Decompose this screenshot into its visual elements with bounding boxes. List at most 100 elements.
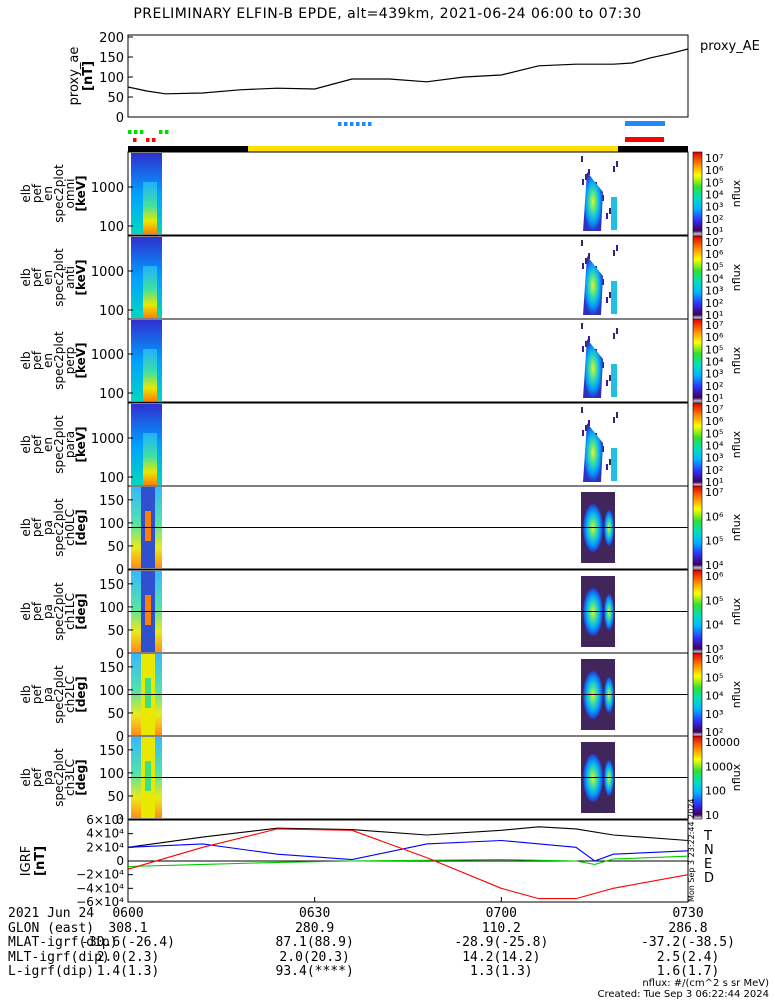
mode-bar-blue — [362, 122, 366, 126]
spectrogram-ylabel-line: pa — [41, 520, 55, 535]
igrf-legend-N: N — [704, 843, 714, 858]
colorbar-tick-label: 10² — [705, 464, 723, 477]
spectrogram-ylabel-line: pa — [41, 687, 55, 702]
colorbar-label: nflux — [730, 513, 743, 541]
colorbar-tick-label: 10⁶ — [705, 510, 724, 523]
colorbar-tick-label: 10⁵ — [705, 594, 723, 607]
spectrogram-ylabel-line: elb — [19, 518, 33, 536]
ephemeris-value: 280.9 — [295, 920, 335, 936]
spectrogram-ytick-label: 50 — [107, 624, 124, 639]
orbit-bar-yellow — [248, 146, 618, 152]
spectrogram-ylabel-line: spec2plot — [52, 415, 66, 474]
ephemeris-row-label: MLT-igrf(dip) — [8, 949, 110, 965]
spectrogram-ytick-label: 0 — [116, 647, 124, 662]
spectrogram-ylabel-line: spec2plot — [52, 748, 66, 807]
spectrogram-ylabel-line: elb — [19, 768, 33, 786]
orbit-bar-black — [618, 146, 688, 152]
spectrogram-late-speck — [609, 208, 611, 214]
colorbar-tick-label: 10³ — [705, 708, 723, 721]
spectrogram-late-speck — [602, 362, 604, 368]
spectrogram-late-speck — [606, 464, 608, 470]
spectrogram-ylabel-line: spec2plot — [52, 498, 66, 557]
spectrogram-ytick-label: 100 — [99, 220, 124, 235]
colorbar-tick-label: 10² — [705, 297, 723, 310]
colorbar-label: nflux — [730, 346, 743, 374]
units-note: nflux: #/(cm^2 s sr MeV) — [642, 978, 769, 989]
ephemeris-row-label: 2021 Jun 24 — [8, 906, 95, 921]
colorbar-label: nflux — [730, 763, 743, 791]
colorbar-tick-label: 10¹ — [705, 476, 723, 489]
mode-bar-blue — [344, 122, 348, 126]
proxy-ae-line — [127, 48, 689, 95]
ephemeris-value: -37.2(-38.5) — [641, 935, 735, 950]
ae-ytick-label: 50 — [107, 91, 124, 106]
spectrogram-ylabel-line: anti — [63, 266, 77, 289]
colorbar — [692, 735, 703, 820]
spectrogram-late-speck — [616, 245, 618, 251]
spectrogram-ylabel-line: ch1LC — [63, 593, 77, 630]
spectrogram-ylabel-line: [keV] — [74, 175, 88, 211]
colorbar-tick-label: 10⁴ — [705, 619, 724, 632]
mode-bar-red — [152, 138, 156, 142]
spectrogram-ylabel-line: [keV] — [74, 259, 88, 295]
spectrogram-late-speck — [616, 328, 618, 334]
colorbar-tick-label: 10⁴ — [705, 189, 724, 202]
spectrogram-late-speck — [585, 258, 587, 264]
colorbar-tick-label: 10¹ — [705, 225, 723, 238]
spectrogram-late-speck — [602, 279, 604, 285]
mode-bar-green — [159, 130, 163, 134]
ephemeris-column: 0700 110.2 -28.9(-25.8) 14.2(14.2) 1.3(1.3) — [436, 906, 566, 980]
colorbar-tick-label: 10⁴ — [705, 440, 724, 453]
colorbar-tick-label: 1000 — [705, 760, 733, 773]
ae-ytick-label: 0 — [116, 111, 124, 126]
spectrogram-late-speck — [616, 412, 618, 418]
footnote: nflux: #/(cm^2 s sr MeV) Created: Tue Se… — [598, 978, 770, 1000]
spectrogram-ylabel-line: spec2plot — [52, 665, 66, 724]
ephemeris-value: 0700 — [485, 906, 517, 921]
spectrogram-ylabel-line: elb — [19, 268, 33, 286]
spectrogram-ylabel-line: elb — [19, 685, 33, 703]
spectrogram-ylabel-line: elb — [19, 351, 33, 369]
mode-bar-green — [140, 130, 144, 134]
igrf-series-D — [127, 828, 689, 900]
orbit-bar-black — [128, 146, 248, 152]
colorbar-tick-label: 10⁵ — [705, 535, 723, 548]
ae-ylabel: proxy_ae — [67, 47, 82, 106]
igrf-series-T — [127, 826, 689, 848]
ephemeris-value: -30.6(-26.4) — [81, 935, 175, 950]
colorbar — [692, 235, 703, 320]
spectrogram-early-core — [145, 595, 151, 625]
colorbar-tick-label: 10³ — [705, 285, 723, 298]
colorbar-tick-label: 10⁴ — [705, 690, 724, 703]
spectrogram-ylabel-line: [deg] — [74, 676, 88, 712]
spectrogram-late-bar — [611, 197, 617, 230]
igrf-legend-T: T — [703, 829, 712, 844]
spectrogram-late-bar — [611, 364, 617, 397]
colorbar-tick-label: 10² — [705, 213, 723, 226]
spectrogram-late-speck — [613, 250, 615, 256]
colorbar-tick-label: 10⁶ — [705, 248, 724, 261]
ephemeris-value: 1.3(1.3) — [470, 964, 533, 979]
spectrogram-late-wedge — [583, 172, 603, 231]
spectrogram-ylabel-line: en — [41, 437, 55, 452]
colorbar-tick-label: 10⁴ — [705, 559, 724, 572]
colorbar-tick-label: 10³ — [705, 643, 723, 656]
colorbar-tick-label: 10⁷ — [705, 486, 723, 499]
colorbar-tick-label: 10⁷ — [705, 319, 723, 332]
spectrogram-late-speck — [581, 407, 583, 413]
spectrogram-late-speck — [602, 446, 604, 452]
mode-bar-red — [146, 138, 150, 142]
spectrogram-late-speck — [581, 156, 583, 162]
igrf-ytick-label: −6×10⁴ — [76, 895, 124, 909]
colorbar-tick-label: 10⁷ — [705, 403, 723, 416]
ae-legend-label: proxy_AE — [700, 39, 760, 54]
spectrogram-ylabel-line: spec2plot — [52, 164, 66, 223]
colorbar — [692, 318, 703, 403]
spectrogram-late-speck — [581, 323, 583, 329]
colorbar-tick-label: 10⁶ — [705, 570, 724, 583]
colorbar — [692, 402, 703, 487]
colorbar-tick-label: 10⁵ — [705, 671, 723, 684]
spectrogram-ylabel-line: ch0LC — [63, 509, 77, 546]
spectrogram-ylabel-line: [deg] — [74, 509, 88, 545]
spectrogram-late-speck — [588, 253, 590, 259]
